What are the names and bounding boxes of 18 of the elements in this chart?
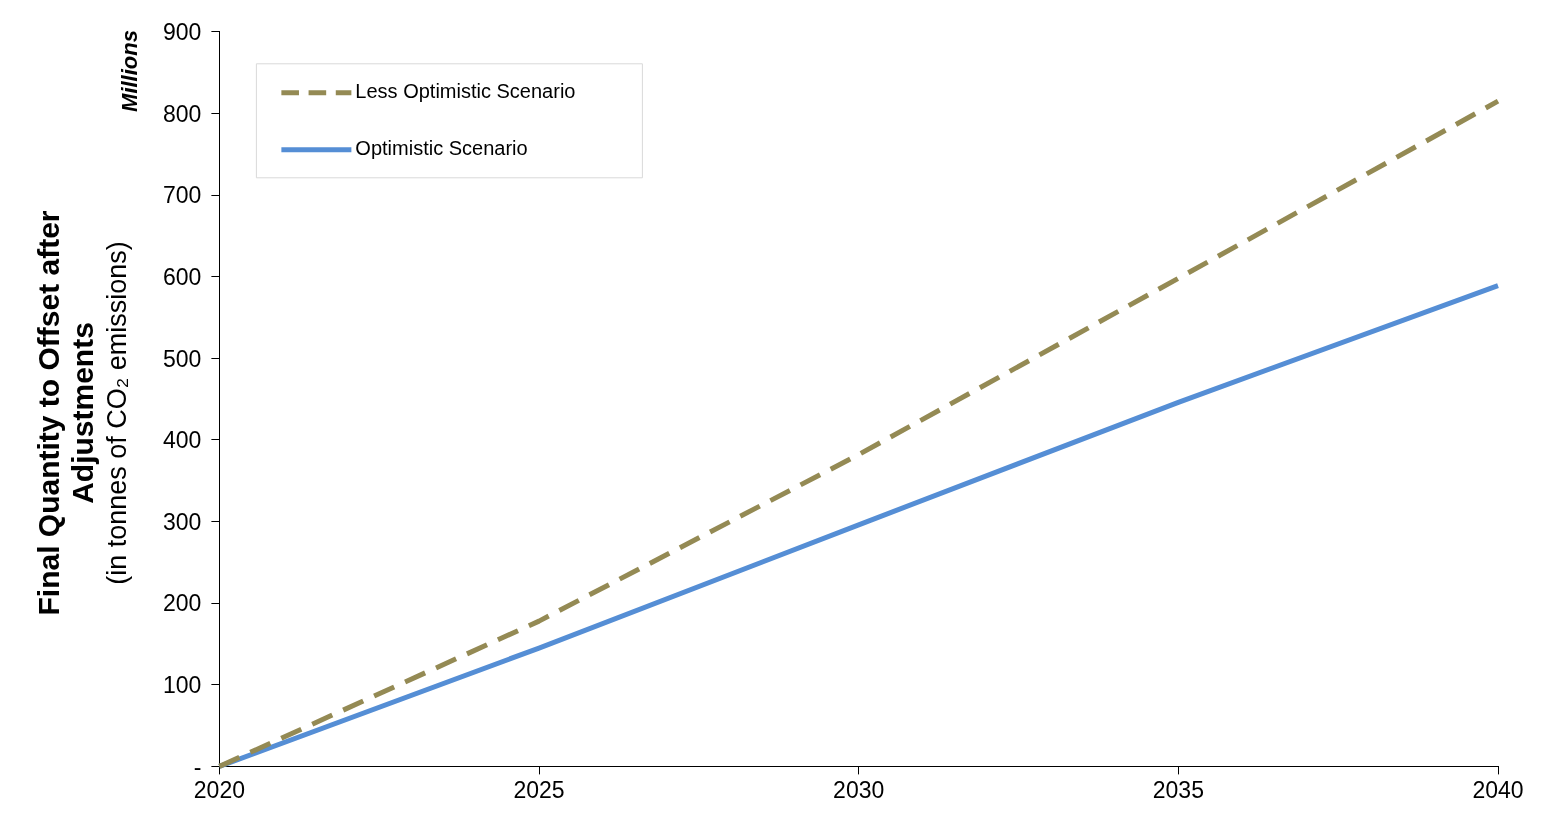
y-tick-label: 200 (163, 590, 202, 617)
x-tick-label: 2030 (833, 776, 885, 803)
y-tick-label: 900 (163, 19, 202, 46)
y-tick-label: 100 (163, 672, 202, 699)
text: Millions (117, 30, 143, 112)
y-tick-label: 700 (163, 182, 202, 209)
y-tick-label: 500 (163, 345, 202, 372)
y-tick-label: 600 (163, 264, 202, 291)
y-tick-label: 400 (163, 427, 202, 454)
y-tick-label: 800 (163, 100, 202, 127)
x-tick-label: 2025 (513, 776, 565, 803)
x-tick-label: 2035 (1152, 776, 1204, 803)
legend-label: Optimistic Scenario (355, 137, 528, 160)
text: (in tonnes of CO₂ emissions) (101, 240, 133, 587)
legend-label: Less Optimistic Scenario (355, 80, 576, 103)
x-tick-label: 2040 (1472, 776, 1524, 803)
y-tick-label: 300 (163, 508, 202, 535)
y-axis-title: Final Quantity to Offset after Adjustments (32, 209, 100, 618)
